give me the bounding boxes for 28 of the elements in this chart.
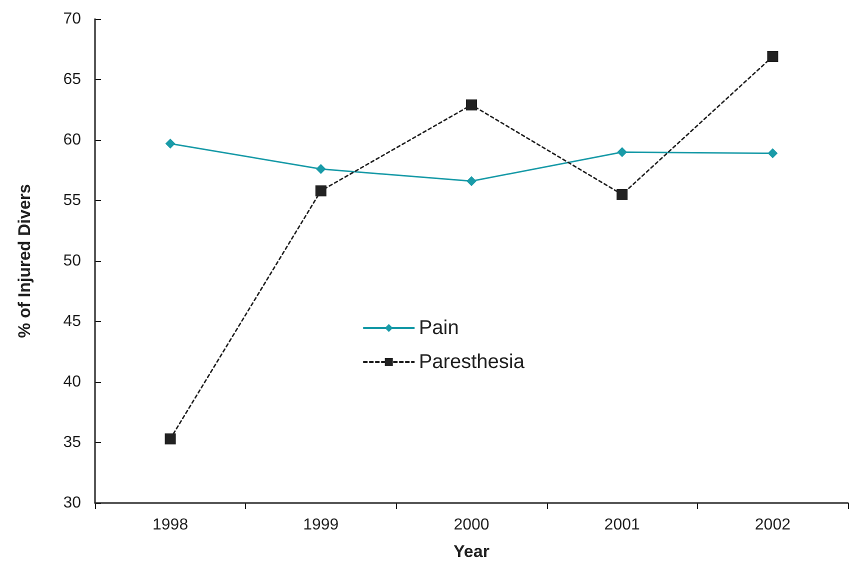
y-tick-label: 30 [63, 494, 82, 512]
y-tick-label: 40 [63, 374, 82, 390]
point [466, 176, 476, 186]
x-tick-label: 2002 [754, 516, 791, 534]
y-axis-title: % of Injured Divers [15, 184, 34, 338]
point [315, 185, 326, 196]
point [617, 147, 628, 158]
y-tick-label: 60 [63, 132, 82, 148]
legend-label: Pain [418, 316, 459, 339]
point [466, 99, 477, 110]
y-tick-label: 65 [63, 71, 82, 88]
point [616, 188, 628, 200]
point [165, 138, 176, 149]
y-tick-label: 35 [63, 434, 82, 451]
legend-label: Paresthesia [418, 350, 526, 373]
y-tick-label: 50 [63, 252, 82, 270]
point [767, 51, 778, 62]
point [316, 164, 326, 174]
y-tick-label: 70 [63, 10, 82, 28]
x-axis-title: Year [454, 542, 490, 561]
x-tick-label: 1998 [152, 516, 188, 534]
y-tick-label: 55 [63, 192, 82, 209]
x-tick-label: 2000 [454, 516, 490, 534]
y-tick-label: 45 [63, 313, 82, 330]
x-tick-label: 1999 [303, 516, 339, 534]
point [768, 148, 778, 158]
point [164, 433, 176, 444]
x-tick-label: 2001 [604, 516, 640, 534]
